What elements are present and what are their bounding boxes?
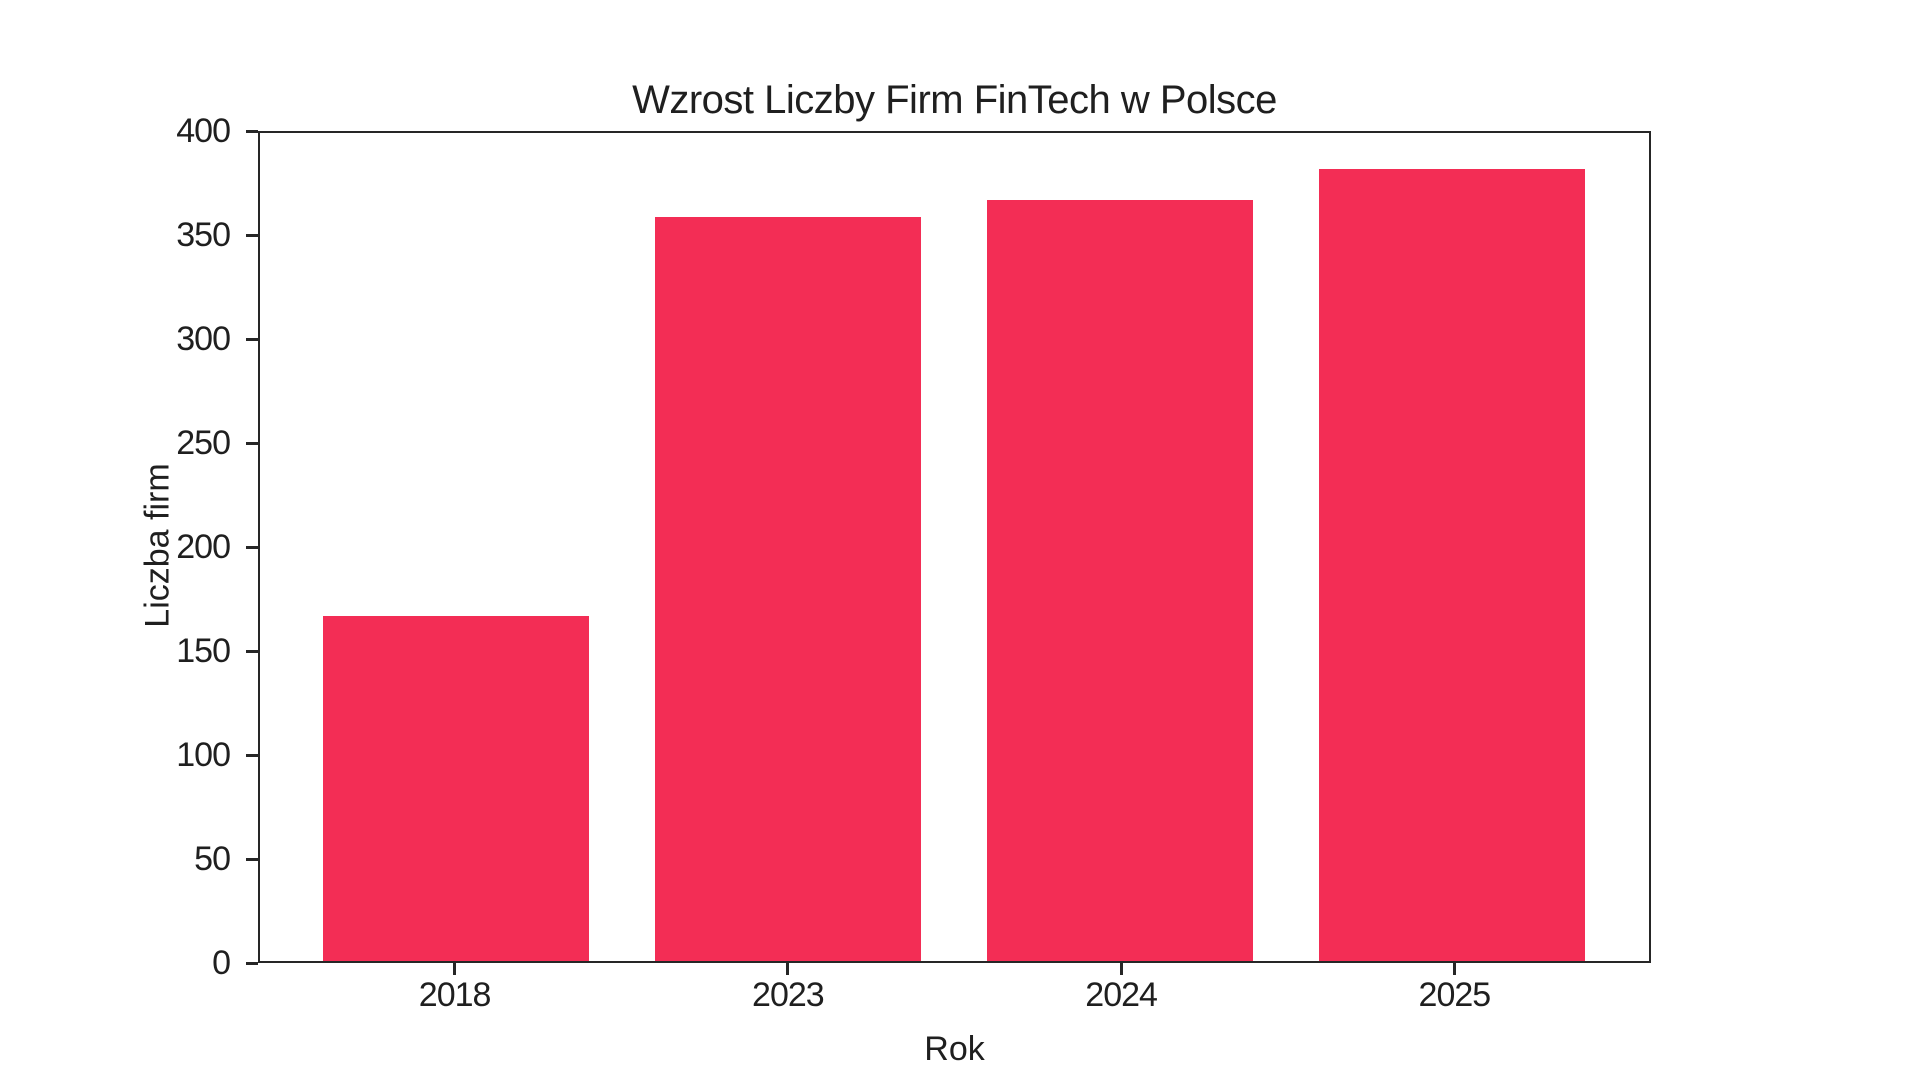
y-tick-label-250: 250 [176, 424, 231, 462]
y-tick-mark [246, 649, 258, 653]
y-tick-label-300: 300 [176, 320, 231, 358]
y-tick-label-50: 50 [194, 840, 231, 878]
y-tick-label-100: 100 [176, 736, 231, 774]
x-tick-mark [786, 963, 790, 975]
x-tick-label-2025: 2025 [1418, 976, 1492, 1014]
x-tick-label-2024: 2024 [1085, 976, 1158, 1014]
bar-2025 [1319, 169, 1585, 961]
x-tick-mark [1452, 963, 1456, 975]
y-tick-mark [246, 857, 258, 861]
y-tick-mark [246, 753, 258, 757]
plot-area [258, 131, 1651, 963]
y-tick-mark [246, 441, 258, 445]
y-tick-mark [246, 129, 258, 133]
y-tick-mark [246, 233, 258, 237]
chart-title: Wzrost Liczby Firm FinTech w Polsce [632, 78, 1277, 122]
y-tick-label-350: 350 [176, 216, 231, 254]
bar-2023 [655, 216, 921, 961]
y-tick-mark [246, 961, 258, 965]
y-tick-label-400: 400 [176, 112, 231, 150]
x-tick-label-2018: 2018 [418, 976, 492, 1014]
y-tick-label-0: 0 [212, 944, 231, 982]
y-tick-mark [246, 337, 258, 341]
y-tick-label-200: 200 [176, 528, 231, 566]
x-tick-mark [1119, 963, 1123, 975]
x-tick-mark [453, 963, 457, 975]
bar-2018 [323, 615, 589, 961]
bar-2024 [987, 200, 1253, 961]
x-tick-label-2023: 2023 [752, 976, 825, 1014]
y-tick-mark [246, 545, 258, 549]
x-axis-label: Rok [924, 1030, 985, 1068]
y-tick-label-150: 150 [176, 632, 231, 670]
